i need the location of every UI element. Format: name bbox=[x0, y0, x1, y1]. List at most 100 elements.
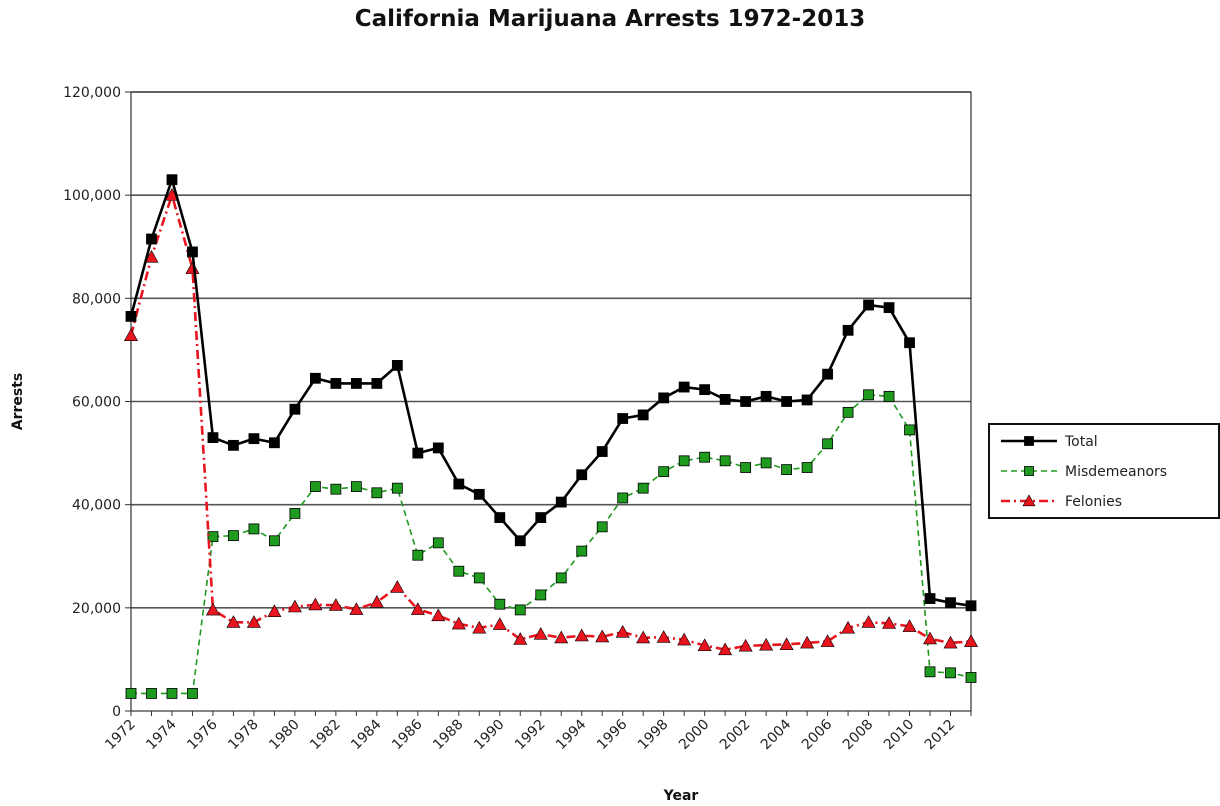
x-tick-label: 2006 bbox=[799, 716, 836, 753]
legend-label: Total bbox=[1064, 434, 1098, 450]
data-point bbox=[453, 478, 465, 490]
data-point bbox=[658, 466, 670, 478]
data-point bbox=[883, 390, 895, 402]
data-point bbox=[207, 432, 219, 444]
data-point bbox=[1024, 436, 1034, 446]
legend-label: Felonies bbox=[1065, 494, 1122, 510]
data-point bbox=[1024, 466, 1034, 476]
data-point bbox=[677, 632, 692, 646]
x-tick-label: 2010 bbox=[881, 717, 918, 754]
data-point bbox=[923, 631, 938, 645]
data-point bbox=[820, 634, 835, 647]
data-point bbox=[636, 630, 651, 644]
data-point bbox=[349, 602, 364, 615]
data-point bbox=[412, 447, 424, 459]
data-point bbox=[699, 384, 711, 396]
series-line bbox=[129, 193, 972, 651]
data-point bbox=[637, 409, 649, 421]
data-point bbox=[187, 246, 198, 258]
data-point bbox=[697, 638, 712, 651]
data-point bbox=[576, 469, 588, 481]
x-tick-label: 2004 bbox=[758, 716, 795, 753]
data-point bbox=[596, 521, 608, 533]
data-point bbox=[759, 637, 774, 651]
x-tick-label: 1992 bbox=[512, 717, 549, 754]
data-point bbox=[410, 602, 425, 615]
plot-frame bbox=[130, 91, 972, 712]
data-point bbox=[472, 620, 487, 634]
data-point bbox=[514, 535, 526, 547]
y-tick-label: 20,000 bbox=[72, 601, 121, 617]
data-point bbox=[248, 523, 260, 535]
data-point bbox=[330, 483, 342, 495]
data-point bbox=[535, 512, 547, 523]
chart-title: California Marijuana Arrests 1972-2013 bbox=[354, 6, 866, 32]
data-point bbox=[841, 620, 856, 634]
data-point bbox=[166, 174, 178, 186]
data-point bbox=[945, 667, 956, 679]
x-tick-label: 1988 bbox=[430, 717, 467, 754]
data-point bbox=[882, 616, 897, 629]
y-tick-label: 80,000 bbox=[72, 291, 121, 307]
data-point bbox=[309, 481, 321, 493]
x-tick-label: 1974 bbox=[143, 716, 180, 753]
x-tick-label: 2008 bbox=[840, 717, 877, 754]
data-point bbox=[228, 530, 239, 542]
data-point bbox=[615, 624, 630, 638]
data-point bbox=[269, 437, 280, 449]
data-point bbox=[146, 233, 157, 245]
data-point bbox=[740, 462, 752, 473]
x-tick-label: 1998 bbox=[635, 717, 672, 754]
data-point bbox=[166, 688, 178, 699]
data-point bbox=[617, 413, 629, 424]
data-point bbox=[492, 617, 507, 630]
data-point bbox=[595, 629, 610, 643]
data-point bbox=[861, 615, 876, 628]
data-point bbox=[146, 688, 157, 699]
data-point bbox=[904, 337, 915, 349]
x-tick-label: 1980 bbox=[266, 717, 303, 754]
y-tick-label: 100,000 bbox=[63, 188, 121, 204]
data-point bbox=[801, 462, 813, 473]
series-line bbox=[129, 178, 972, 608]
legend-item-misdemeanors: Misdemeanors bbox=[1001, 464, 1167, 480]
data-point bbox=[205, 602, 220, 616]
data-point bbox=[451, 616, 466, 630]
data-point bbox=[718, 642, 733, 656]
data-point bbox=[760, 390, 772, 402]
data-point bbox=[656, 630, 671, 643]
data-point bbox=[779, 637, 794, 650]
data-point bbox=[432, 537, 444, 549]
series-felonies bbox=[123, 188, 979, 656]
data-point bbox=[945, 597, 956, 609]
data-point bbox=[574, 628, 589, 642]
data-point bbox=[289, 508, 301, 519]
data-point bbox=[308, 597, 323, 611]
data-point bbox=[822, 438, 833, 450]
data-point bbox=[390, 580, 405, 593]
data-point bbox=[535, 589, 547, 601]
data-point bbox=[863, 389, 874, 401]
y-axis-title: Arrests bbox=[10, 373, 26, 431]
x-tick-label: 2012 bbox=[922, 717, 959, 754]
data-point bbox=[412, 549, 424, 561]
y-tick-label: 0 bbox=[112, 704, 121, 720]
data-point bbox=[965, 672, 977, 683]
y-tick-label: 40,000 bbox=[72, 498, 121, 514]
data-point bbox=[228, 439, 239, 451]
x-tick-label: 1976 bbox=[184, 716, 221, 753]
data-point bbox=[246, 615, 261, 628]
data-point bbox=[494, 512, 506, 523]
data-point bbox=[391, 359, 403, 371]
data-point bbox=[309, 372, 321, 384]
data-point bbox=[1022, 494, 1036, 507]
data-point bbox=[287, 599, 302, 613]
series-misdemeanors bbox=[125, 389, 977, 699]
data-point bbox=[800, 635, 815, 649]
data-point bbox=[533, 627, 548, 640]
data-point bbox=[514, 604, 526, 616]
data-point bbox=[123, 328, 139, 341]
data-point bbox=[473, 572, 485, 584]
data-point bbox=[637, 482, 649, 494]
